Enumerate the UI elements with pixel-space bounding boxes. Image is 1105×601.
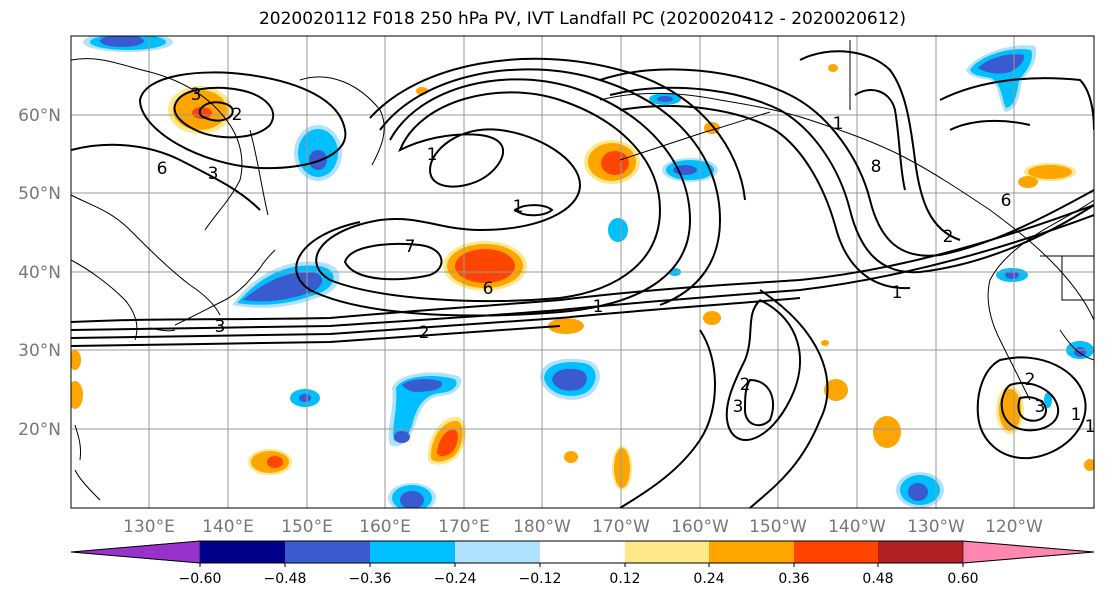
contour-label: 2 — [943, 227, 954, 247]
colorbar-segment — [878, 541, 963, 563]
contour-label: 2 — [740, 375, 751, 395]
colorbar-tick-label: −0.24 — [434, 571, 477, 587]
contour-label: 1 — [427, 145, 438, 165]
lon-label: 150°W — [749, 517, 807, 537]
lat-label: 30°N — [18, 341, 61, 361]
contour-label: 2 — [419, 323, 430, 343]
lon-label: 140°W — [828, 517, 886, 537]
colorbar-segment — [794, 541, 878, 563]
contour-label: 6 — [483, 279, 494, 299]
colorbar-segment — [370, 541, 455, 563]
colorbar-tick-label: −0.36 — [349, 571, 392, 587]
map-title: 2020020112 F018 250 hPa PV, IVT Landfall… — [258, 9, 906, 29]
colorbar-segment — [709, 541, 794, 563]
contour-label: 1 — [513, 197, 524, 217]
graticule — [71, 36, 1094, 508]
colorbar-extend-min — [70, 540, 201, 564]
lon-label: 150°E — [281, 517, 333, 537]
lon-label: 170°W — [592, 517, 650, 537]
contour-label: 1 — [833, 114, 844, 134]
contour-label: 3 — [208, 164, 219, 184]
contour-label: 1 — [1071, 405, 1082, 425]
pv-anomaly-shading — [71, 36, 1094, 508]
lat-label: 40°N — [18, 263, 61, 283]
contour-label: 3 — [733, 397, 744, 417]
contour-label: 7 — [405, 237, 416, 257]
contour-label: 6 — [157, 159, 168, 179]
colorbar-segment — [455, 541, 540, 563]
colorbar-extend-max — [962, 540, 1095, 564]
contour-label: 1 — [892, 283, 903, 303]
colorbar: −0.60 −0.48 −0.36 −0.24 −0.12 0.12 0.24 0.36 0.4… — [70, 540, 1095, 587]
colorbar-segment — [200, 541, 285, 563]
lon-label: 160°W — [671, 517, 729, 537]
contour-label: 2 — [1025, 370, 1036, 390]
lon-label: 120°W — [985, 517, 1043, 537]
contour-label: 3 — [191, 85, 202, 105]
lon-label: 140°E — [202, 517, 254, 537]
contour-label: 1 — [593, 297, 604, 317]
colorbar-tick-label: 0.48 — [862, 571, 893, 587]
contour-label: 6 — [1001, 191, 1012, 211]
ivt-contours — [71, 50, 1094, 508]
colorbar-segment — [540, 541, 625, 563]
lat-label: 60°N — [18, 106, 61, 126]
lat-label: 50°N — [18, 184, 61, 204]
contour-label: 8 — [871, 157, 882, 177]
colorbar-tick-label: −0.12 — [519, 571, 562, 587]
colorbar-segment — [285, 541, 370, 563]
contour-label: 1 — [1085, 417, 1096, 437]
contour-label: 3 — [215, 317, 226, 337]
contour-label: 2 — [232, 105, 243, 125]
latitude-labels: 60°N 50°N 40°N 30°N 20°N — [18, 106, 61, 440]
lon-label: 130°E — [123, 517, 175, 537]
lon-label: 130°W — [907, 517, 965, 537]
colorbar-tick-label: 0.36 — [778, 571, 809, 587]
colorbar-tick-label: −0.60 — [179, 571, 222, 587]
colorbar-tick-label: 0.60 — [947, 571, 978, 587]
colorbar-segment — [625, 541, 709, 563]
contour-label: 3 — [1035, 397, 1046, 417]
coastlines — [71, 40, 1094, 501]
lat-label: 20°N — [18, 420, 61, 440]
colorbar-tick-label: −0.48 — [264, 571, 307, 587]
lon-label: 170°E — [438, 517, 490, 537]
map-frame — [70, 35, 1095, 509]
colorbar-tick-label: 0.24 — [693, 571, 724, 587]
lon-label: 180°W — [513, 517, 571, 537]
colorbar-tick-label: 0.12 — [609, 571, 640, 587]
longitude-labels: 130°E 140°E 150°E 160°E 170°E 180°W 170°W 160°W… — [123, 517, 1043, 537]
lon-label: 160°E — [359, 517, 411, 537]
